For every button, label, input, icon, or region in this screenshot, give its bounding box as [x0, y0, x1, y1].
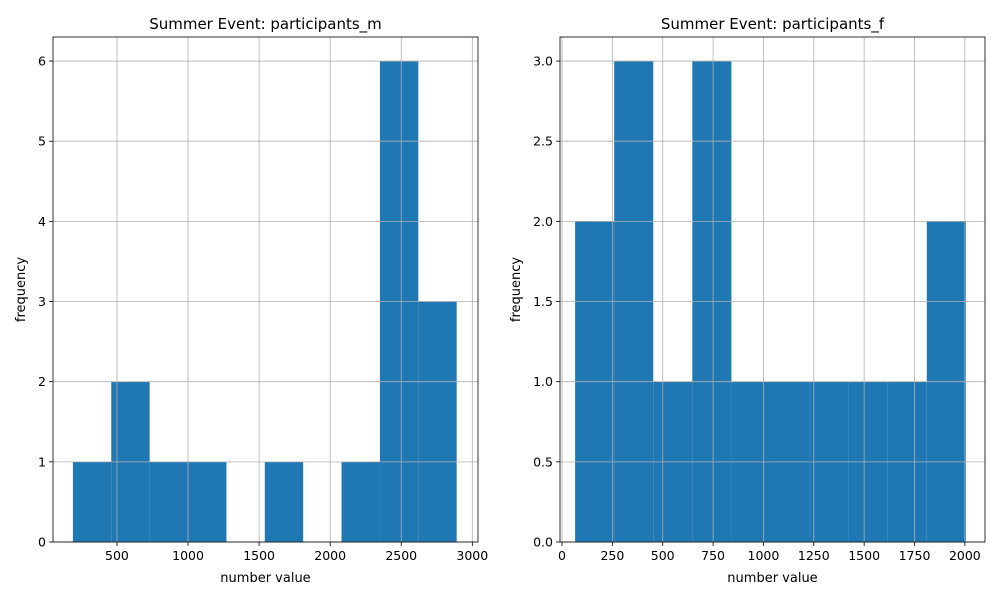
y-tick-label: 0 — [38, 535, 46, 550]
x-tick-label: 250 — [600, 548, 624, 563]
histogram-bar — [188, 461, 227, 542]
chart-title: Summer Event: participants_f — [661, 15, 885, 34]
x-axis-label: number value — [220, 571, 310, 586]
y-tick-label: 0.0 — [533, 535, 553, 550]
y-tick-label: 6 — [38, 54, 46, 69]
chart-title: Summer Event: participants_m — [149, 15, 382, 34]
y-tick-label: 4 — [38, 214, 46, 229]
x-tick-label: 1250 — [798, 548, 830, 563]
y-tick-label: 0.5 — [533, 454, 553, 469]
axes-frame — [559, 36, 986, 543]
histogram-bar — [418, 301, 457, 542]
y-axis-label: frequency — [14, 257, 29, 323]
x-tick-label: 0 — [558, 548, 566, 563]
x-tick-label: 2000 — [949, 548, 981, 563]
x-tick-label: 2000 — [314, 548, 346, 563]
y-tick-label: 1.5 — [533, 294, 553, 309]
y-tick-label: 3.0 — [533, 54, 553, 69]
histogram-bar — [72, 461, 112, 542]
x-axis-ticks: 0 250 500 750 1000 1250 1500 1750 2000 — [558, 542, 981, 563]
x-axis-label: number value — [727, 571, 817, 586]
y-tick-label: 5 — [38, 134, 46, 149]
y-tick-label: 2.5 — [533, 134, 553, 149]
x-axis-ticks: 500 1000 1500 2000 2500 3000 — [105, 542, 488, 563]
y-axis-ticks: 0.0 0.5 1.0 1.5 2.0 2.5 3.0 — [533, 54, 560, 550]
y-axis-ticks: 0 1 2 3 4 5 6 — [38, 54, 53, 550]
y-tick-label: 2 — [38, 374, 46, 389]
y-tick-label: 3 — [38, 294, 46, 309]
y-axis-label: frequency — [509, 257, 524, 323]
y-tick-label: 2.0 — [533, 214, 553, 229]
x-tick-label: 3000 — [456, 548, 488, 563]
x-tick-label: 500 — [651, 548, 675, 563]
x-tick-label: 1500 — [243, 548, 275, 563]
x-tick-label: 1000 — [172, 548, 204, 563]
histogram-bar — [341, 461, 380, 542]
panel-participants-m: 500 1000 1500 2000 2500 3000 0 1 2 3 4 5 6 Summer Eve… — [14, 15, 488, 586]
x-tick-label: 2500 — [385, 548, 417, 563]
y-tick-label: 1.0 — [533, 374, 553, 389]
histogram-bar — [149, 461, 189, 542]
axes-frame — [52, 36, 479, 543]
x-tick-label: 750 — [701, 548, 725, 563]
x-tick-label: 1500 — [848, 548, 880, 563]
x-tick-label: 500 — [105, 548, 129, 563]
histogram-bar — [264, 461, 304, 542]
x-tick-label: 1750 — [899, 548, 931, 563]
y-tick-label: 1 — [38, 454, 46, 469]
panel-participants-f: 0 250 500 750 1000 1250 1500 1750 2000 0.0 0.5 1.0 1… — [509, 15, 986, 586]
x-tick-label: 1000 — [748, 548, 780, 563]
